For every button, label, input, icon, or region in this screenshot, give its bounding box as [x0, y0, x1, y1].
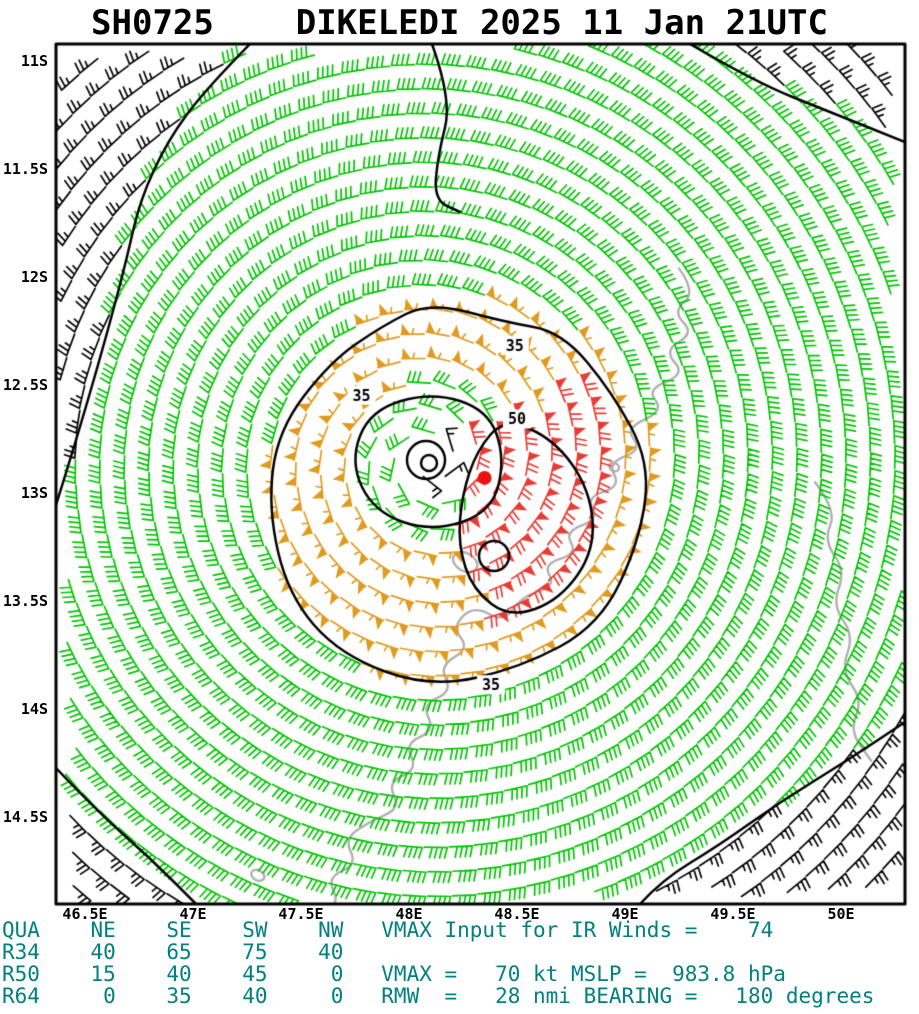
lat-tick-label: 14.5S: [2, 808, 48, 826]
lat-tick-label: 11S: [20, 52, 48, 70]
lon-tick-label: 47E: [179, 905, 207, 923]
chart-title: SH0725 DIKELEDI 2025 11 Jan 21UTC: [91, 3, 828, 43]
lat-tick-label: 12S: [20, 268, 48, 286]
lat-tick-label: 14S: [20, 700, 48, 718]
lon-tick-label: 50E: [827, 905, 855, 923]
wind-radii-stats-table: QUA NE SE SW NW VMAX Input for IR Winds …: [2, 918, 875, 1008]
lat-tick-label: 12.5S: [2, 376, 48, 394]
lat-tick-label: 13S: [20, 484, 48, 502]
lat-tick-label: 13.5S: [2, 592, 48, 610]
lon-tick-label: 47.5E: [278, 905, 324, 923]
lon-tick-label: 48.5E: [494, 905, 540, 923]
lon-tick-label: 49E: [611, 905, 639, 923]
lon-tick-label: 49.5E: [710, 905, 756, 923]
lat-tick-label: 11.5S: [2, 160, 48, 178]
lon-tick-label: 46.5E: [62, 905, 108, 923]
lon-tick-label: 48E: [395, 905, 423, 923]
